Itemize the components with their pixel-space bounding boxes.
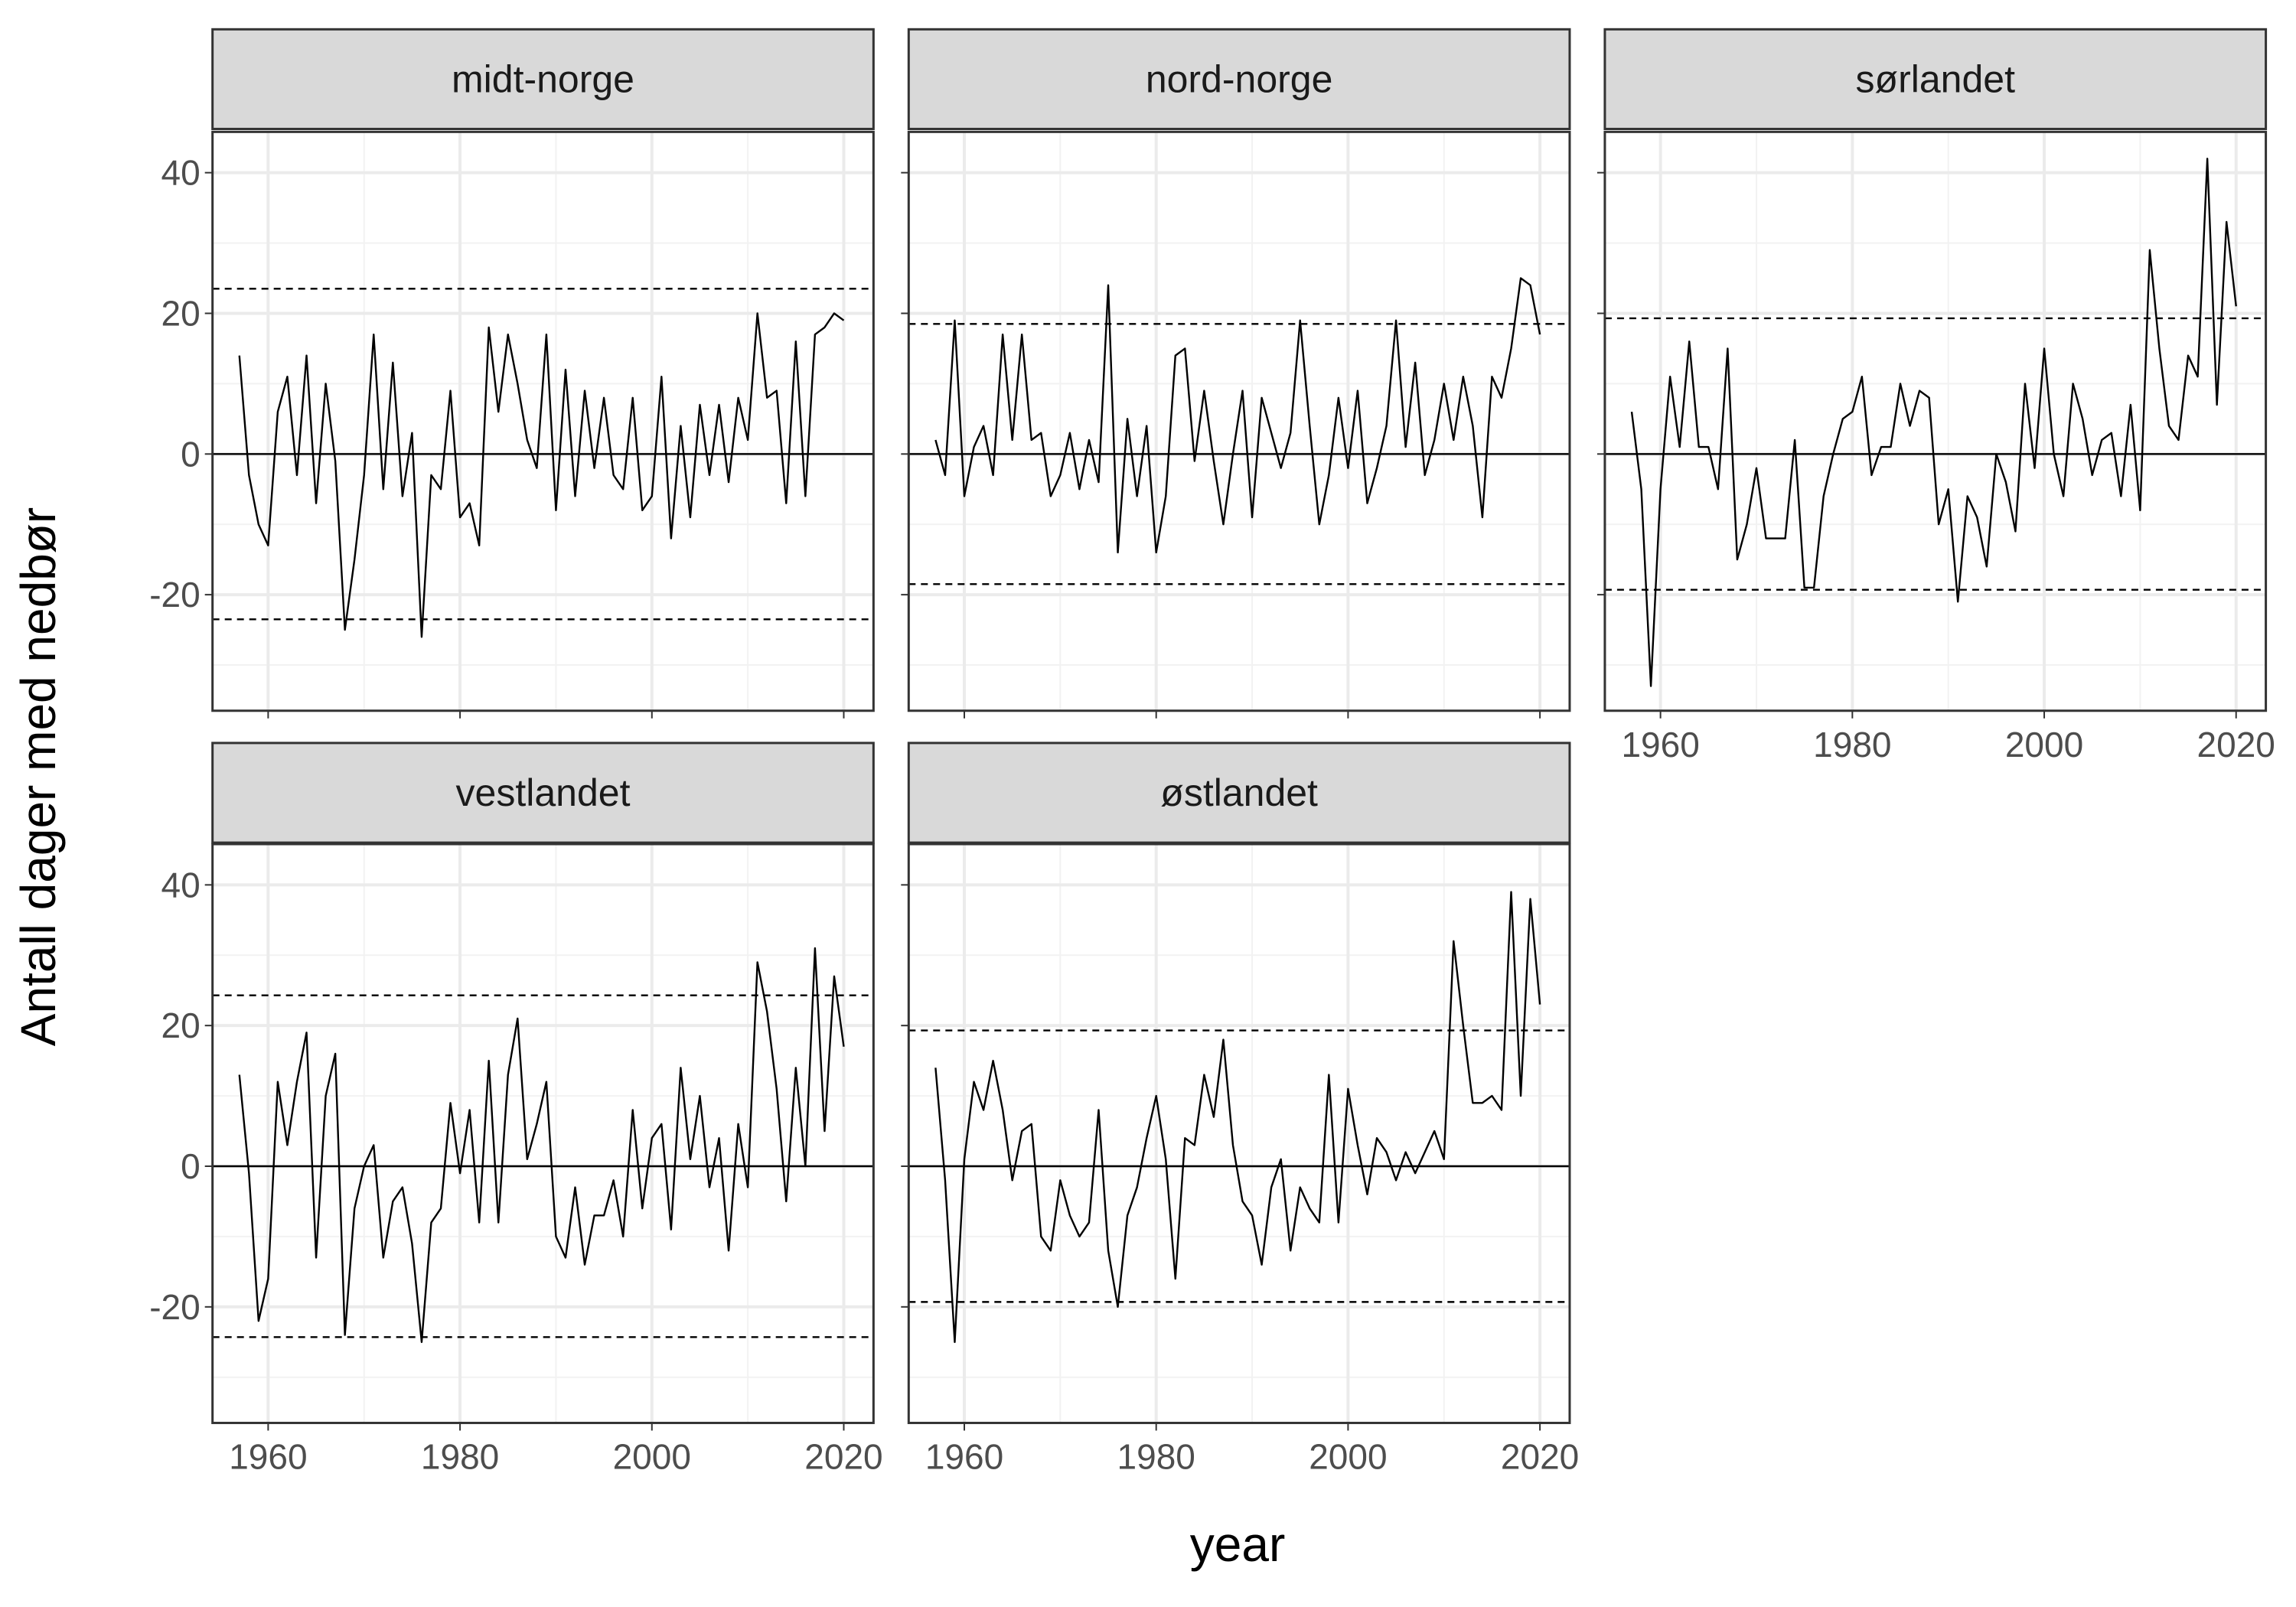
data-line: [238, 947, 845, 1343]
facet-strip: [907, 28, 1571, 131]
panel-border: [211, 843, 875, 1424]
y-tick-label: 40: [161, 865, 201, 905]
y-tick-label: 0: [181, 434, 201, 474]
y-tick-label: 20: [161, 1006, 201, 1045]
facet-strip: [211, 28, 875, 131]
x-tick-label: 2000: [1309, 1436, 1387, 1476]
data-line: [934, 891, 1541, 1343]
panel-border: [907, 130, 1571, 712]
data-line: [934, 277, 1541, 554]
x-tick-label: 2000: [613, 1436, 691, 1476]
panel-border: [211, 130, 875, 712]
panel-background: [908, 844, 1570, 1423]
panel-border: [1603, 130, 2268, 712]
y-tick-label: 0: [181, 1146, 201, 1186]
x-tick-label: 1960: [925, 1436, 1003, 1476]
facet-strip: [211, 742, 875, 844]
y-tick-label: 20: [161, 293, 201, 333]
panel-background: [1604, 132, 2266, 711]
y-tick-label: 40: [161, 153, 201, 193]
facet-title: vestlandet: [456, 771, 631, 814]
x-tick-label: 2020: [1501, 1436, 1579, 1476]
data-line: [238, 312, 845, 638]
panel-border: [907, 843, 1571, 1424]
data-line: [1630, 158, 2237, 687]
facet-title: østlandet: [1160, 771, 1318, 814]
facet-title: sørlandet: [1856, 57, 2016, 100]
x-tick-label: 1980: [1117, 1436, 1195, 1476]
facet-title: nord-norge: [1146, 57, 1333, 100]
x-tick-label: 2020: [804, 1436, 882, 1476]
y-axis-title: Antall dager med nedbør: [11, 507, 66, 1046]
x-tick-label: 1980: [421, 1436, 499, 1476]
y-tick-label: -20: [149, 575, 200, 614]
x-tick-label: 1980: [1813, 725, 1891, 764]
panel-background: [908, 132, 1570, 711]
x-axis-title: year: [1190, 1517, 1286, 1572]
x-tick-label: 1960: [1621, 725, 1699, 764]
x-tick-label: 1960: [229, 1436, 307, 1476]
y-tick-label: -20: [149, 1287, 200, 1327]
facet-strip: [1603, 28, 2268, 131]
facet-strip: [907, 742, 1571, 844]
x-tick-label: 2000: [2005, 725, 2083, 764]
x-tick-label: 2020: [2197, 725, 2275, 764]
facet-title: midt-norge: [452, 57, 634, 100]
